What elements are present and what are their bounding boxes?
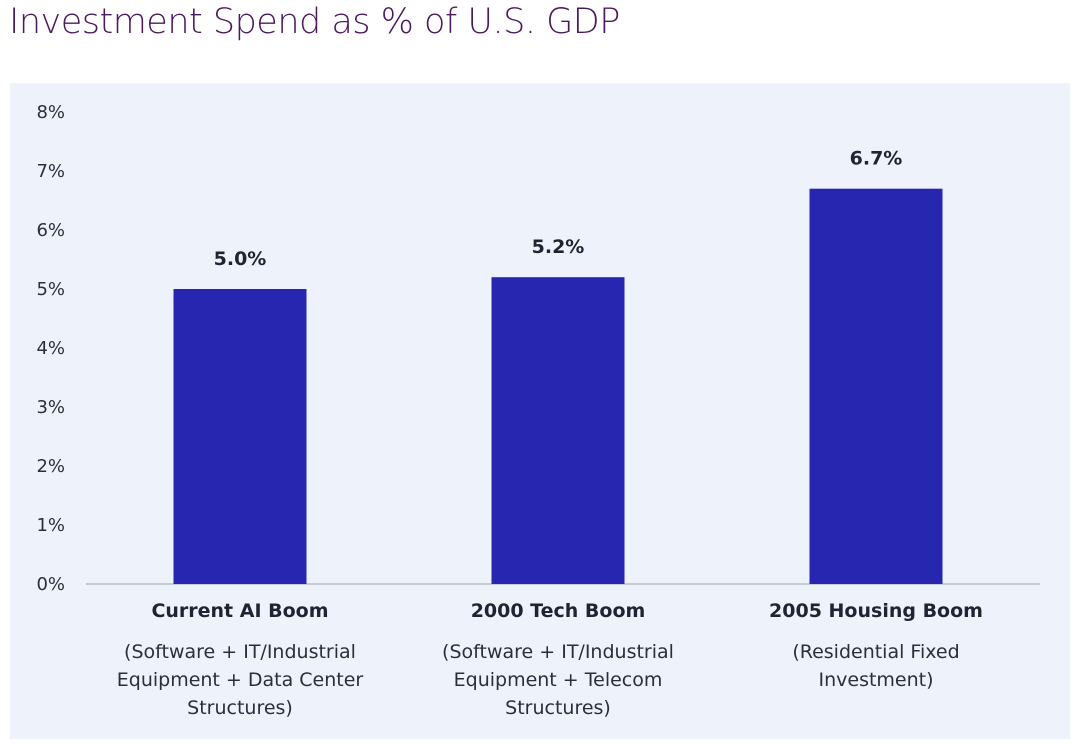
y-tick-label: 3% xyxy=(36,397,65,418)
bar xyxy=(173,289,307,584)
y-tick-label: 5% xyxy=(36,279,65,300)
data-label: 6.7% xyxy=(850,148,903,170)
category-detail: (Software + IT/Industrial xyxy=(442,641,674,663)
data-label: 5.0% xyxy=(214,248,267,270)
y-tick-label: 0% xyxy=(36,574,65,595)
category-label: 2000 Tech Boom xyxy=(471,600,646,622)
y-tick-label: 1% xyxy=(36,515,65,536)
category-label: 2005 Housing Boom xyxy=(769,600,983,622)
category-detail: Equipment + Telecom xyxy=(454,669,663,691)
y-tick-label: 6% xyxy=(36,220,65,241)
y-tick-label: 8% xyxy=(36,102,65,123)
category-detail: Structures) xyxy=(505,697,611,719)
category-detail: (Residential Fixed xyxy=(792,641,959,663)
bar xyxy=(491,277,625,584)
y-tick-label: 4% xyxy=(36,338,65,359)
category-label: Current AI Boom xyxy=(151,600,328,622)
category-detail: Structures) xyxy=(187,697,293,719)
y-tick-label: 7% xyxy=(36,161,65,182)
page-title: Investment Spend as % of U.S. GDP xyxy=(9,2,620,42)
bar xyxy=(809,188,943,584)
category-detail: Investment) xyxy=(818,669,933,691)
y-tick-label: 2% xyxy=(36,456,65,477)
category-detail: (Software + IT/Industrial xyxy=(124,641,356,663)
category-detail: Equipment + Data Center xyxy=(117,669,364,691)
data-label: 5.2% xyxy=(532,236,585,258)
